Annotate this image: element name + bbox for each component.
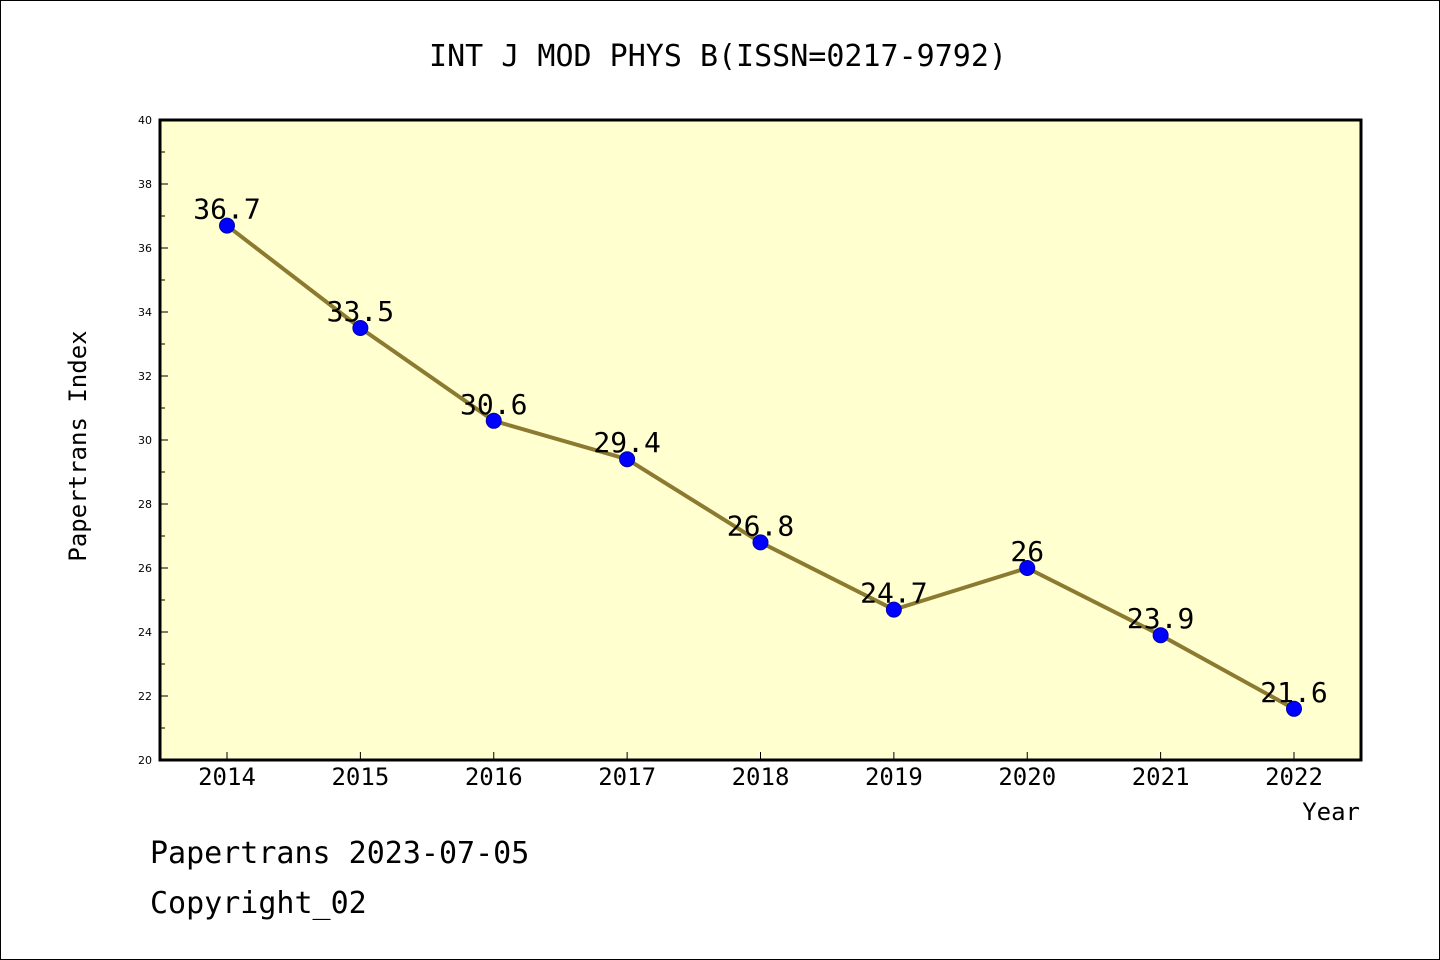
y-tick-label: 28 bbox=[138, 498, 152, 511]
y-tick-label: 20 bbox=[138, 754, 152, 767]
y-tick-label: 36 bbox=[138, 242, 152, 255]
x-tick-label: 2019 bbox=[865, 763, 923, 791]
data-point-marker bbox=[352, 320, 369, 336]
y-axis-label: Papertrans Index bbox=[64, 330, 92, 561]
y-tick-label: 38 bbox=[138, 178, 152, 191]
data-point-marker bbox=[485, 412, 502, 429]
data-point-marker bbox=[219, 217, 235, 234]
footer-date-text: Papertrans 2023-07-05 bbox=[150, 836, 529, 871]
data-label: 23.9 bbox=[1127, 602, 1194, 635]
data-label: 24.7 bbox=[860, 577, 927, 610]
plot-border bbox=[158, 118, 1363, 762]
data-point-marker bbox=[1152, 627, 1169, 644]
x-tick-label: 2014 bbox=[198, 763, 256, 791]
plot-area bbox=[160, 120, 1361, 760]
x-tick-label: 2018 bbox=[732, 763, 790, 791]
y-tick-label: 34 bbox=[138, 306, 152, 319]
data-point-marker bbox=[752, 534, 769, 551]
chart-title: INT J MOD PHYS B(ISSN=0217-9792) bbox=[429, 39, 1007, 74]
y-tick-label: 30 bbox=[138, 434, 152, 447]
data-label: 26.8 bbox=[727, 509, 794, 542]
x-tick-label: 2020 bbox=[998, 763, 1056, 791]
y-tick-label: 24 bbox=[138, 626, 152, 639]
x-tick-label: 2021 bbox=[1132, 763, 1190, 791]
data-label: 30.6 bbox=[460, 388, 527, 421]
y-tick-label: 40 bbox=[138, 114, 152, 127]
y-tick-label: 26 bbox=[138, 562, 152, 575]
x-tick-label: 2015 bbox=[331, 763, 389, 791]
data-label: 21.6 bbox=[1260, 676, 1327, 709]
data-point-marker bbox=[1286, 700, 1302, 717]
data-label: 26 bbox=[1010, 535, 1044, 568]
x-tick-label: 2016 bbox=[465, 763, 523, 791]
x-axis-label: Year bbox=[1302, 798, 1360, 826]
footer-copyright-text: Copyright_02 bbox=[150, 886, 367, 921]
y-tick-label: 32 bbox=[138, 370, 152, 383]
y-tick-label: 22 bbox=[138, 690, 152, 703]
x-tick-label: 2022 bbox=[1265, 763, 1323, 791]
data-point-marker bbox=[1019, 560, 1036, 576]
data-label: 36.7 bbox=[193, 193, 260, 226]
data-point-marker bbox=[619, 451, 636, 468]
x-tick-label: 2017 bbox=[598, 763, 656, 791]
data-point-marker bbox=[885, 601, 902, 618]
data-label: 33.5 bbox=[327, 295, 394, 328]
data-label: 29.4 bbox=[593, 426, 660, 459]
